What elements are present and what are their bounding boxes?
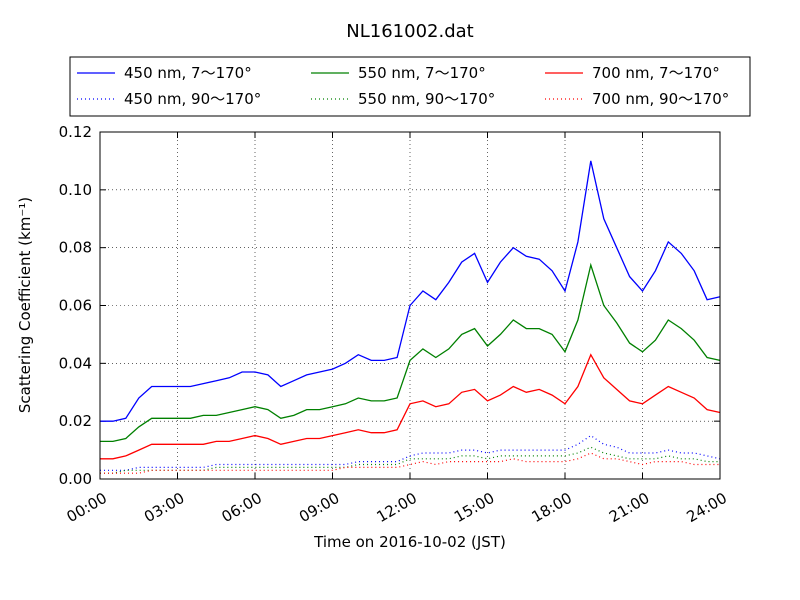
y-axis-label: Scattering Coefficient (km⁻¹) (16, 197, 34, 413)
legend-label: 700 nm, 90～170° (592, 90, 729, 108)
y-tick-label: 0.02 (59, 412, 92, 430)
x-axis-label: Time on 2016-10-02 (JST) (313, 533, 506, 551)
y-tick-label: 0.12 (59, 123, 92, 141)
data-line (100, 160, 721, 422)
y-tick-label: 0.04 (59, 354, 92, 372)
y-tick-label: 0.06 (59, 297, 92, 315)
y-tick-label: 0.10 (59, 181, 92, 199)
y-tick-label: 0.08 (59, 239, 92, 257)
legend-label: 550 nm, 7～170° (358, 64, 486, 82)
legend-label: 450 nm, 7～170° (124, 64, 252, 82)
data-line (100, 446, 720, 474)
y-tick-label: 0.00 (59, 470, 92, 488)
data-line (100, 262, 721, 443)
data-line (100, 434, 721, 471)
legend-label: 700 nm, 7～170° (592, 64, 720, 82)
legend-label: 450 nm, 90～170° (124, 90, 261, 108)
data-line (100, 353, 721, 460)
plot-frame (99, 131, 721, 480)
legend-box (69, 56, 751, 117)
chart-title: NL161002.dat (346, 21, 473, 42)
legend-label: 550 nm, 90～170° (358, 90, 495, 108)
